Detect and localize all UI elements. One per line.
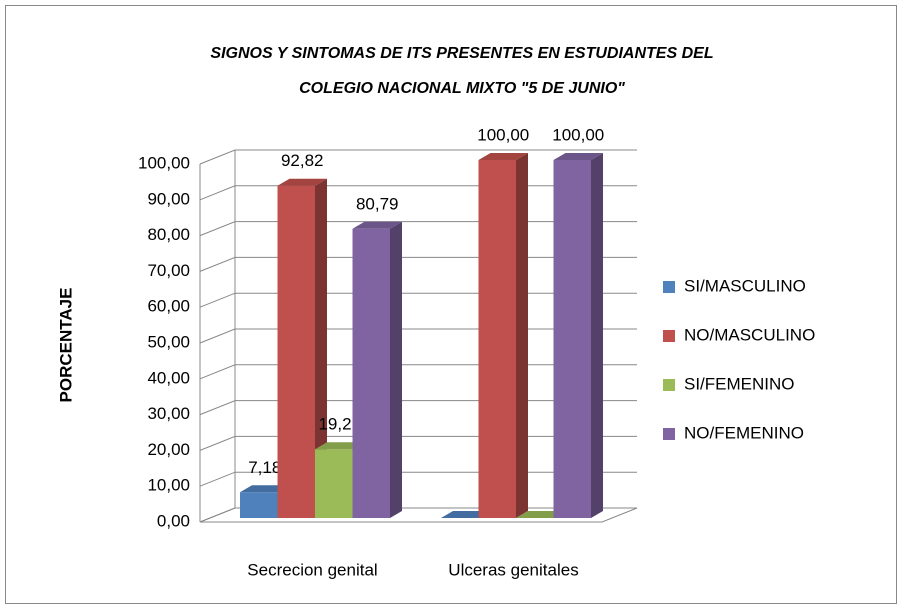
bar xyxy=(277,178,327,518)
chart-title: SIGNOS Y SINTOMAS DE ITS PRESENTES EN ES… xyxy=(210,45,714,97)
y-tick-label: 40,00 xyxy=(147,368,190,387)
bar-side xyxy=(591,153,603,518)
y-tick-label: 20,00 xyxy=(147,440,190,459)
data-label: 80,79 xyxy=(356,194,399,213)
legend-swatch xyxy=(663,379,675,391)
bar-side xyxy=(315,178,327,518)
bar-front xyxy=(277,185,315,518)
chart-border xyxy=(5,5,897,604)
legend-label: NO/FEMENINO xyxy=(684,423,804,442)
y-tick-label: 10,00 xyxy=(147,476,190,495)
bar-front xyxy=(478,160,516,518)
data-label: 100,00 xyxy=(477,125,529,144)
bar-front xyxy=(553,160,591,518)
data-label: 92,82 xyxy=(281,151,324,170)
bar xyxy=(553,153,603,518)
bar-top xyxy=(441,511,491,518)
y-tick-label: 60,00 xyxy=(147,297,190,316)
legend-label: NO/MASCULINO xyxy=(684,325,815,344)
bar xyxy=(352,221,402,519)
legend-label: SI/FEMENINO xyxy=(684,374,795,393)
legend-swatch xyxy=(663,428,675,440)
y-tick-label: 0,00 xyxy=(157,511,190,530)
legend-swatch xyxy=(663,330,675,342)
bar-top xyxy=(352,221,402,229)
bar-top xyxy=(478,153,528,160)
bar-top xyxy=(277,178,327,186)
bar-top xyxy=(516,511,566,518)
data-label: 7,18 xyxy=(248,458,281,477)
y-tick-label: 80,00 xyxy=(147,225,190,244)
x-tick-label: Ulceras genitales xyxy=(448,560,578,579)
y-tick-label: 100,00 xyxy=(138,153,190,172)
bar-top xyxy=(240,485,290,493)
y-axis-label: PORCENTAJE xyxy=(56,288,75,403)
grid-line xyxy=(199,149,637,165)
bar-side xyxy=(516,153,528,518)
legend-swatch xyxy=(663,281,675,293)
bar xyxy=(441,511,491,518)
y-tick-label: 90,00 xyxy=(147,189,190,208)
bar-top xyxy=(315,442,365,450)
bar-front xyxy=(352,228,390,519)
y-tick-label: 70,00 xyxy=(147,261,190,280)
data-label: 19,21 xyxy=(318,415,361,434)
x-tick-label: Secrecion genital xyxy=(247,560,377,579)
bar-side xyxy=(390,221,402,519)
y-tick-label: 30,00 xyxy=(147,404,190,423)
bar-top xyxy=(553,153,603,160)
y-tick-label: 50,00 xyxy=(147,332,190,351)
bar xyxy=(478,153,528,518)
bar-front xyxy=(315,449,353,518)
bar xyxy=(516,511,566,518)
legend-label: SI/MASCULINO xyxy=(684,276,806,295)
bar-front xyxy=(240,492,278,518)
data-label: 100,00 xyxy=(552,125,604,144)
